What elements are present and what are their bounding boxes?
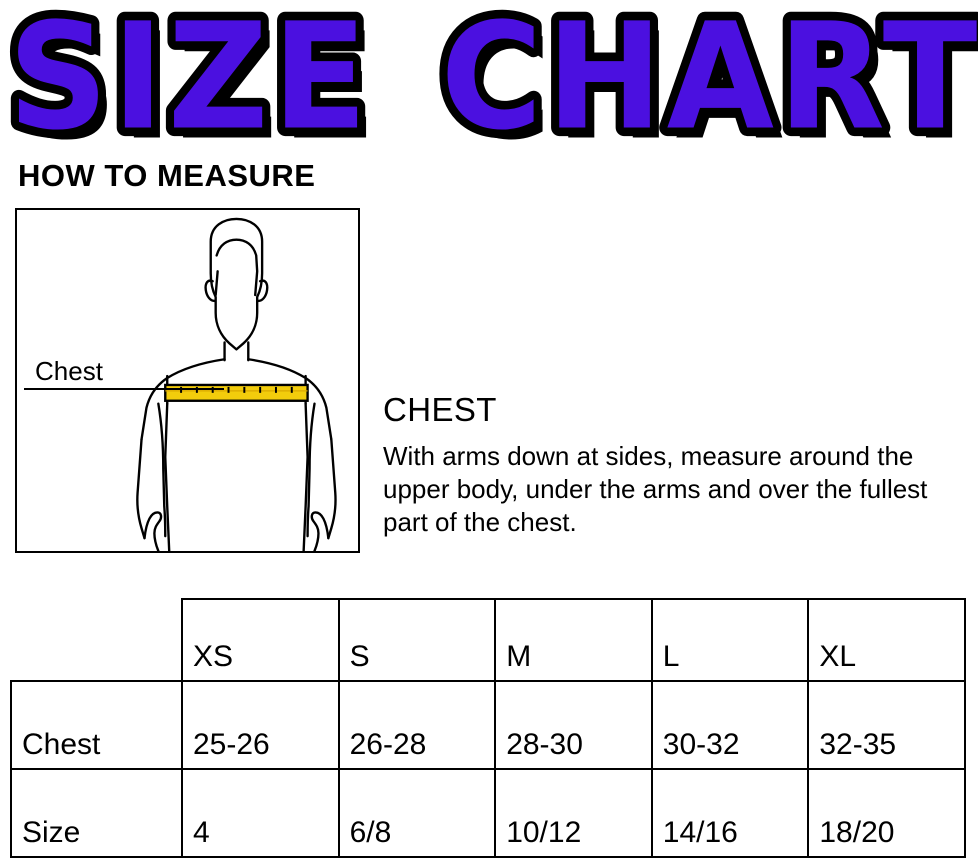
- row-label-size: Size: [10, 768, 183, 858]
- cell-chest-xl: 32-35: [807, 680, 966, 770]
- cell-chest-xs: 25-26: [181, 680, 340, 770]
- size-chart-title-art: .ttl-shadow { fill:#000000; } .ttl-strok…: [0, 0, 978, 150]
- cell-chest-s: 26-28: [337, 680, 497, 770]
- cell-size-l: 14/16: [650, 768, 810, 858]
- chest-description-body: With arms down at sides, measure around …: [383, 440, 928, 538]
- table-row: Chest 25-26 26-28 28-30 30-32 32-35: [10, 680, 966, 770]
- male-torso-figure-icon: [136, 217, 337, 551]
- cell-size-s: 6/8: [337, 768, 497, 858]
- size-chart-table: XS S M L XL Chest 25-26 26-28 28-30 30-3…: [10, 598, 966, 858]
- chest-description-title: CHEST: [383, 391, 497, 428]
- svg-text:SIZE: SIZE: [8, 0, 371, 150]
- cell-size-xs: 4: [181, 768, 340, 858]
- table-row: Size 4 6/8 10/12 14/16 18/20: [10, 768, 966, 858]
- table-header-row: XS S M L XL: [11, 598, 966, 682]
- chest-description-block: CHEST With arms down at sides, measure a…: [383, 391, 973, 539]
- svg-text:CHART: CHART: [441, 0, 978, 150]
- cell-chest-m: 28-30: [494, 680, 653, 770]
- how-to-measure-heading: HOW TO MEASURE: [18, 158, 316, 193]
- svg-text:SIZE: SIZE: [8, 0, 371, 150]
- page-title-banner: .ttl-shadow { fill:#000000; } .ttl-strok…: [0, 0, 978, 150]
- cell-size-m: 10/12: [494, 768, 653, 858]
- chest-callout-label: Chest: [33, 356, 105, 386]
- cell-chest-l: 30-32: [650, 680, 810, 770]
- table-header-m: M: [494, 598, 653, 682]
- table-header-xs: XS: [181, 598, 340, 682]
- table-corner-cell: [11, 599, 182, 681]
- cell-size-xl: 18/20: [807, 768, 966, 858]
- chest-callout-leader-line: [24, 388, 224, 390]
- table-header-xl: XL: [807, 598, 966, 682]
- svg-text:SIZE: SIZE: [17, 1, 380, 150]
- row-label-chest: Chest: [10, 680, 183, 770]
- svg-text:CHART: CHART: [450, 1, 978, 150]
- svg-text:CHART: CHART: [441, 0, 978, 150]
- table-header-s: S: [337, 598, 497, 682]
- table-header-l: L: [650, 598, 810, 682]
